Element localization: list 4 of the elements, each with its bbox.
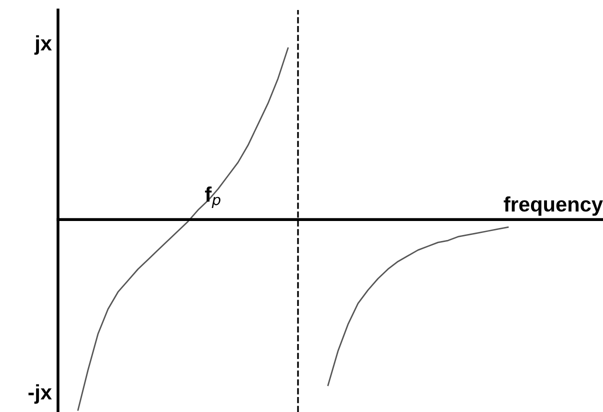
text: -jx xyxy=(28,384,52,404)
text: jx xyxy=(34,35,52,55)
x-axis-title: frequency xyxy=(504,196,603,216)
annotation: f$_{p}$ xyxy=(205,186,220,208)
